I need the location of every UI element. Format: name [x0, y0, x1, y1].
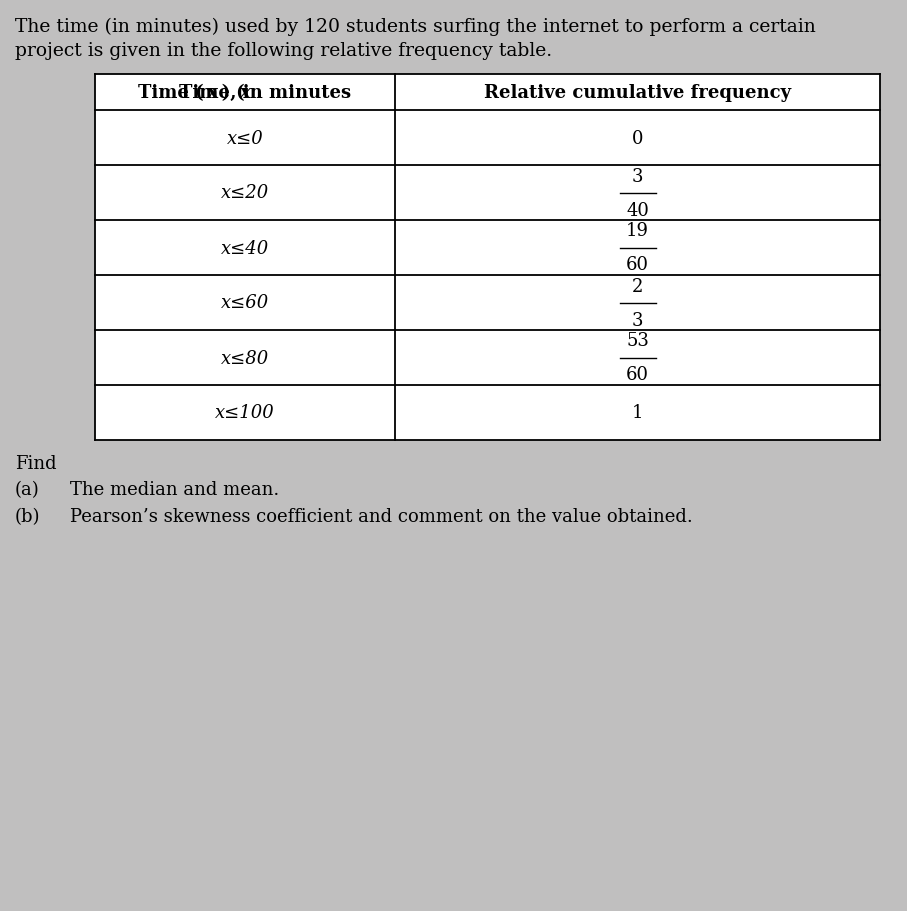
- Text: Find: Find: [15, 455, 56, 473]
- Text: 53: 53: [626, 333, 649, 350]
- Text: x: x: [239, 84, 250, 102]
- Text: 3: 3: [632, 312, 643, 329]
- Text: 19: 19: [626, 222, 649, 241]
- Text: Pearson’s skewness coefficient and comment on the value obtained.: Pearson’s skewness coefficient and comme…: [70, 507, 693, 526]
- Text: x≤0: x≤0: [227, 129, 263, 148]
- Text: Time (: Time (: [180, 84, 245, 102]
- Text: x≤60: x≤60: [221, 294, 269, 312]
- Text: 2: 2: [632, 277, 643, 295]
- Text: The median and mean.: The median and mean.: [70, 480, 279, 498]
- Text: 60: 60: [626, 366, 649, 384]
- Text: 1: 1: [632, 404, 643, 422]
- Text: (a): (a): [15, 480, 40, 498]
- Text: 3: 3: [632, 168, 643, 185]
- Text: 0: 0: [632, 129, 643, 148]
- Text: x≤100: x≤100: [215, 404, 275, 422]
- Bar: [95, 75, 880, 441]
- Text: project is given in the following relative frequency table.: project is given in the following relati…: [15, 42, 552, 60]
- Text: 40: 40: [626, 201, 649, 220]
- Text: 60: 60: [626, 256, 649, 274]
- Text: Time ( x ), in minutes: Time ( x ), in minutes: [139, 84, 352, 102]
- Text: Relative cumulative frequency: Relative cumulative frequency: [484, 84, 791, 102]
- Text: x≤20: x≤20: [221, 184, 269, 202]
- Text: x≤40: x≤40: [221, 240, 269, 257]
- Text: The time (in minutes) used by 120 students surfing the internet to perform a cer: The time (in minutes) used by 120 studen…: [15, 18, 815, 36]
- Text: x≤80: x≤80: [221, 349, 269, 367]
- Text: (b): (b): [15, 507, 41, 526]
